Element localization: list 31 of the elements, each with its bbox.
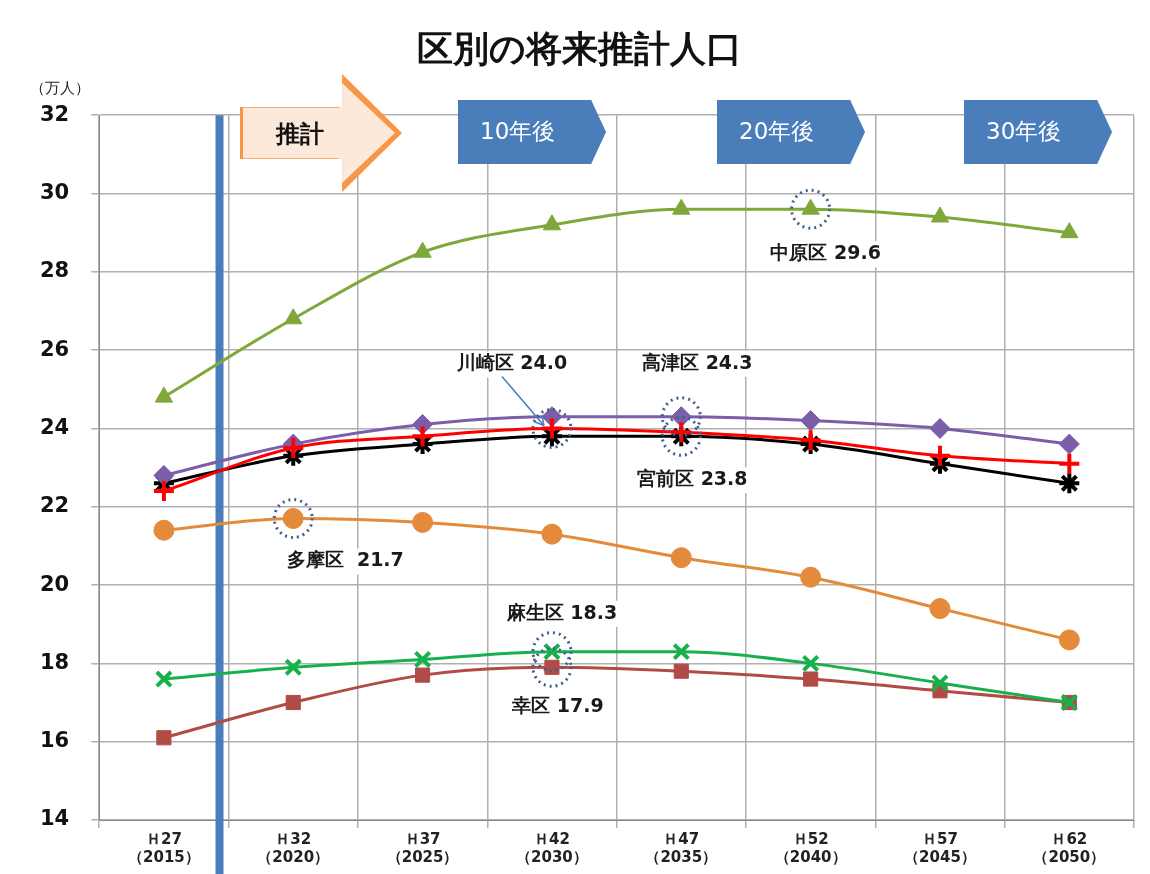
annotation: 推計 (276, 119, 324, 150)
x-tick-label: Ｈ47 （2035） (645, 829, 718, 866)
annotation: 幸区 17.9 (511, 694, 604, 717)
x-tick-label: Ｈ37 （2025） (386, 829, 459, 866)
annotation: 麻生区 18.3 (505, 600, 618, 623)
y-tick-label: 22 (39, 493, 70, 518)
annotation: 中原区 29.6 (770, 241, 881, 264)
annotation: 宮前区 23.8 (637, 467, 748, 490)
annotation: 多摩区 21.7 (286, 548, 404, 571)
x-tick-label: Ｈ27 （2015） (128, 829, 200, 866)
annotation: 10年後 (480, 117, 556, 146)
y-tick-label: 28 (39, 258, 70, 283)
y-tick-label: 24 (39, 414, 70, 439)
y-tick-label: 16 (39, 728, 70, 753)
x-tick-label: Ｈ62 （2050） (1033, 829, 1106, 866)
y-tick-label: 32 (39, 101, 70, 126)
annotation: 高津区 24.3 (642, 350, 753, 373)
annotation: 30年後 (986, 117, 1062, 146)
y-axis-title: （万人） (30, 79, 90, 98)
y-tick-label: 30 (39, 179, 70, 204)
chart-title: 区別の将来推計人口 (416, 27, 742, 69)
x-tick-label: Ｈ57 （2045） (904, 829, 976, 866)
x-tick-label: Ｈ52 （2040） (774, 829, 847, 866)
y-tick-label: 14 (39, 806, 70, 831)
annotation: 川崎区 24.0 (455, 351, 568, 374)
y-tick-label: 26 (39, 336, 70, 361)
annotation: 20年後 (739, 117, 815, 146)
y-tick-label: 18 (39, 649, 70, 674)
x-tick-label: Ｈ32 （2020） (257, 829, 330, 866)
x-tick-label: Ｈ42 （2030） (516, 829, 588, 866)
y-tick-label: 20 (39, 571, 70, 596)
